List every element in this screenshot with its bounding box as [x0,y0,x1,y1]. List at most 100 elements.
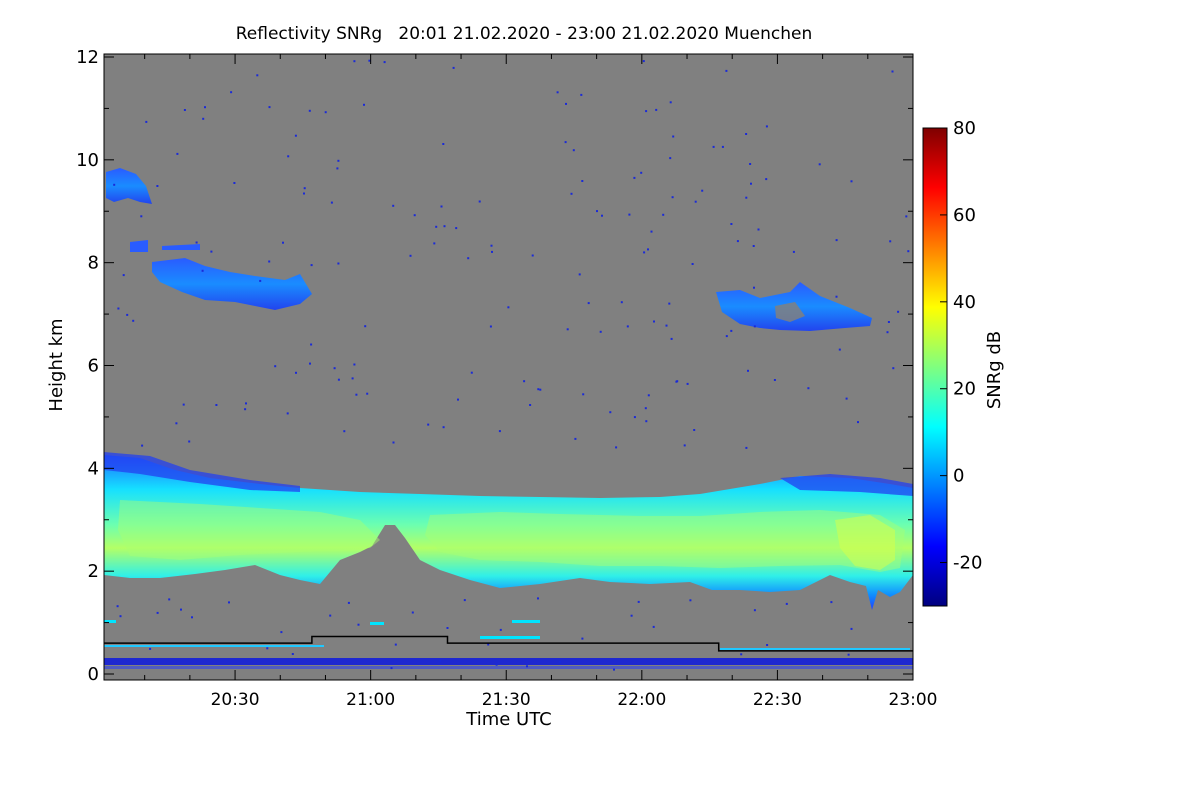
noise-point [889,240,892,243]
noise-point [662,213,665,216]
noise-point [141,444,144,447]
colorbar-tick-label: -20 [953,553,982,574]
noise-point [439,659,442,662]
y-tick-label: 6 [88,356,99,377]
noise-point [330,201,333,204]
noise-point [499,628,502,631]
noise-point [390,667,393,670]
noise-point [440,205,443,208]
colorbar-axis: -20 0 20 40 60 80 [940,118,982,574]
noise-point [653,320,655,323]
noise-point [740,653,743,656]
noise-point [835,239,838,242]
noise-point [442,426,445,429]
noise-point [689,599,692,602]
noise-point [587,302,590,305]
noise-point [333,367,336,370]
noise-point [892,367,895,370]
noise-point [730,329,733,332]
noise-point [601,214,603,217]
noise-point [686,382,689,385]
noise-point [891,70,894,73]
noise-point [613,668,615,671]
noise-point [215,404,218,406]
noise-point [645,110,648,113]
noise-point [749,163,752,165]
noise-point [156,611,159,614]
colorbar-label: SNRg dB [984,331,1005,409]
noise-point [628,213,631,216]
noise-point [671,196,674,199]
noise-point [745,446,748,449]
noise-point [523,380,526,383]
surface-clutter [104,666,913,669]
noise-point [572,149,575,152]
noise-point [582,393,585,396]
noise-point [245,402,247,405]
noise-point [725,335,728,338]
plot-frame [103,53,914,681]
noise-point [353,363,356,366]
noise-point [753,325,756,328]
noise-point [310,343,313,346]
noise-point [581,180,584,182]
noise-point [491,250,493,253]
noise-point [565,102,567,105]
noise-point [145,120,148,123]
noise-point [282,241,284,244]
noise-point [233,182,236,184]
low-echo-band [720,648,910,650]
y-tick-label: 8 [88,253,99,274]
noise-point [643,251,646,254]
noise-point [455,227,458,230]
noise-point [529,404,532,406]
noise-point [366,392,369,395]
noise-point [470,371,473,374]
noise-point [750,182,752,185]
noise-point [907,250,910,253]
noise-point [122,274,125,277]
noise-point [626,325,629,328]
noise-point [368,59,371,62]
noise-point [176,152,179,155]
noise-point [280,631,283,634]
noise-point [427,423,430,426]
noise-point [785,602,788,605]
cloud-top-fringe [780,474,913,496]
noise-point [126,658,129,661]
x-axis-label: Time UTC [465,709,551,730]
cloud-core [118,500,380,560]
noise-point [336,167,339,170]
noise-point [489,325,492,328]
main-cloud-layer [104,455,913,610]
noise-point [308,109,311,112]
noise-point [537,597,539,600]
noise-point [670,337,673,340]
noise-point [773,379,776,381]
noise-point [633,176,636,179]
noise-point [669,157,672,160]
noise-point [337,262,340,265]
y-tick-label: 12 [76,47,99,68]
noise-point [463,599,466,602]
noise-point [433,242,436,245]
cirrus-fragment [162,244,200,250]
noise-point [409,254,412,257]
noise-point [266,647,269,650]
cirrus-band [152,258,312,310]
noise-point [392,204,395,207]
noise-point [228,601,230,604]
noise-point [668,302,671,305]
noise-point [753,286,755,289]
x-tick-label: 21:30 [482,690,531,710]
noise-point [838,348,841,351]
noise-point [665,324,668,327]
noise-point [442,143,445,145]
noise-point [467,257,470,260]
noise-point [268,106,271,109]
noise-point [291,653,294,655]
cloud-top-fringe [104,452,300,492]
low-echo-band [370,622,384,625]
noise-point [905,215,908,218]
noise-point [268,260,271,263]
